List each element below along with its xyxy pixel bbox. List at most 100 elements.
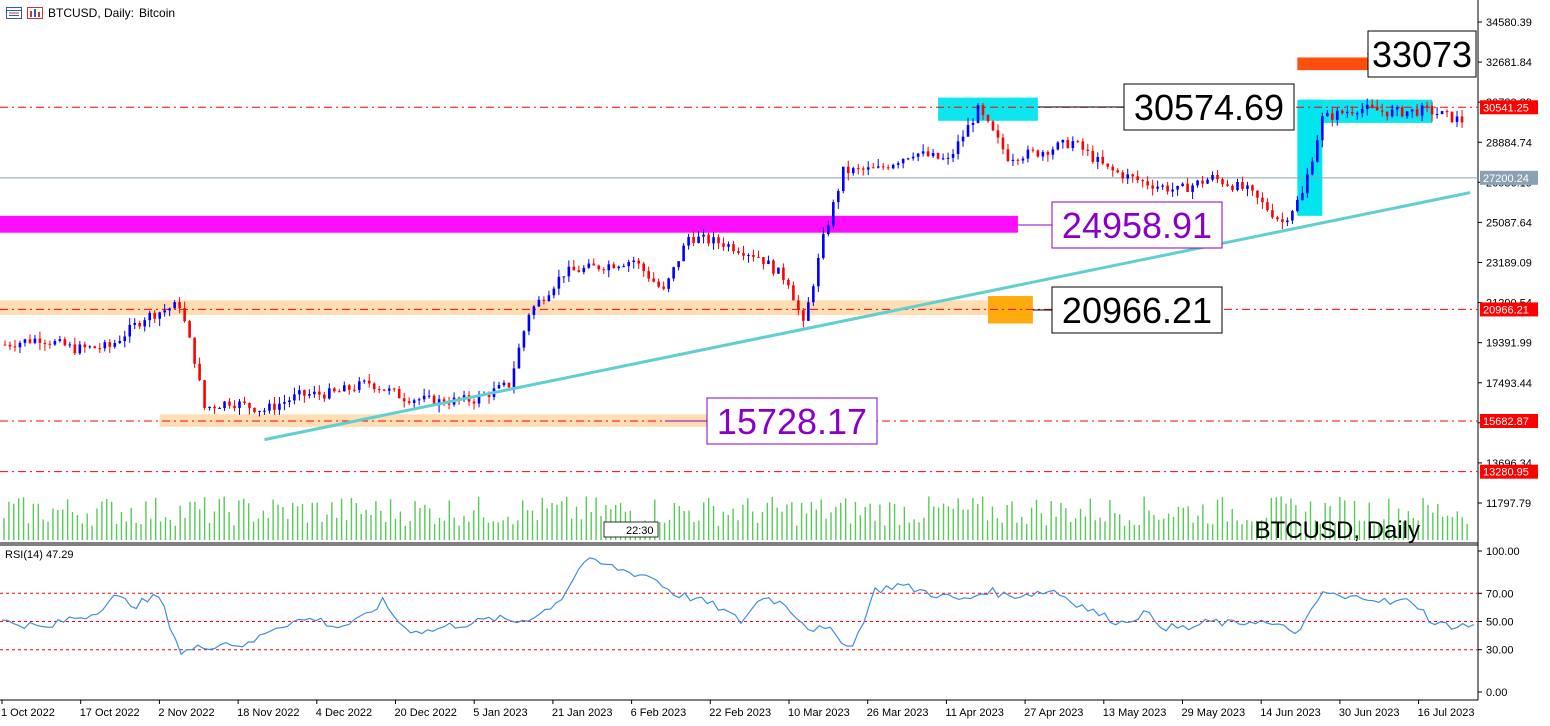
candle-body (1306, 174, 1309, 194)
trendline-layer[interactable] (264, 191, 1471, 442)
candle-body (976, 105, 980, 123)
candle-body (1146, 181, 1149, 186)
candle-body (1326, 113, 1329, 117)
price-badge-bg (1480, 464, 1538, 479)
candle-body (1181, 183, 1184, 186)
candle-body (1330, 113, 1334, 120)
candle-body (1400, 107, 1404, 117)
candle-body (138, 322, 142, 327)
candle-body (223, 401, 226, 408)
candle-body (58, 339, 62, 341)
candle-body (447, 403, 451, 405)
candle-body (1126, 174, 1130, 179)
price-badge-text: 13280.95 (1483, 467, 1529, 479)
candle-body (248, 402, 251, 408)
price-badge-text: 27200.24 (1483, 173, 1529, 185)
trendline[interactable] (264, 191, 1471, 442)
candle-body (537, 299, 541, 307)
time-tick-label: 29 May 2023 (1182, 707, 1246, 719)
candle-body (891, 164, 895, 169)
candle-body (338, 391, 341, 393)
rsi-tick-label: 50.00 (1486, 617, 1514, 629)
candle-body (1246, 185, 1249, 189)
price-badge-text: 30541.25 (1483, 102, 1529, 114)
candle-body (792, 285, 795, 301)
candle-body (632, 260, 636, 262)
candle-body (1281, 219, 1284, 223)
candle-body (1440, 111, 1444, 115)
candle-body (208, 406, 211, 409)
candle-body (113, 343, 117, 347)
candle-body (1395, 107, 1399, 110)
candle-body (502, 382, 506, 386)
candle-body (881, 166, 885, 168)
candle-body (308, 394, 311, 396)
time-tick-label: 14 Jun 2023 (1260, 707, 1321, 719)
candle-body (652, 278, 655, 282)
candle-body (1021, 158, 1025, 161)
candle-body (362, 380, 366, 382)
zones-layer (0, 57, 1433, 427)
candle-body (1256, 190, 1259, 198)
candle-body (63, 339, 67, 346)
candle-body (657, 281, 660, 287)
candle-body (233, 405, 236, 409)
candle-body (278, 403, 281, 410)
candle-body (577, 270, 581, 273)
candle-body (836, 191, 840, 203)
candle-body (672, 267, 675, 279)
callout-text-top: 33073 (1372, 34, 1472, 75)
candle-body (1410, 109, 1414, 112)
candle-body (587, 263, 591, 268)
price-tick-label: 11797.79 (1486, 498, 1531, 510)
candle-body (357, 381, 361, 390)
rsi-tick-label: 30.00 (1486, 645, 1514, 657)
candle-body (1116, 170, 1120, 173)
candle-body (1206, 179, 1209, 184)
candle-body (602, 269, 606, 271)
candle-body (1380, 110, 1384, 112)
time-tick-label: 13 May 2023 (1103, 707, 1167, 719)
rsi-tick-label: 0.00 (1486, 687, 1507, 699)
candle-body (417, 399, 421, 401)
candle-body (637, 260, 641, 264)
candle-body (1296, 199, 1299, 212)
candle-body (68, 344, 72, 346)
magenta-zone (0, 215, 1018, 233)
candle-body (333, 388, 336, 392)
candle-body (78, 344, 82, 354)
horizontal-levels-layer (0, 106, 1478, 473)
price-badge-text: 15682.87 (1483, 416, 1529, 428)
chart-icon[interactable] (27, 7, 43, 19)
candle-body (557, 276, 561, 289)
candle-body (527, 314, 531, 332)
callout-text-mid: 24958.91 (1062, 205, 1212, 246)
candle-body (532, 306, 536, 315)
candle-body (622, 266, 626, 268)
candle-body (662, 286, 665, 289)
candle-body (886, 167, 890, 169)
candle-body (367, 380, 371, 384)
time-tick-label: 21 Jan 2023 (552, 707, 613, 719)
candle-body (293, 394, 296, 401)
candle-body (318, 391, 321, 395)
time-tick-label: 22 Feb 2023 (709, 707, 771, 719)
candle-body (13, 346, 17, 348)
candle-body (702, 234, 705, 237)
candle-body (871, 167, 875, 169)
callouts-layer: 33073 30574.69 24958.91 20966.21 15728.17 (665, 30, 1477, 445)
candle-body (1415, 109, 1419, 116)
window-icon[interactable] (6, 7, 22, 19)
candle-body (1271, 210, 1274, 218)
rsi-tick-label: 100.00 (1486, 546, 1520, 558)
candle-body (198, 363, 201, 381)
candle-body (592, 263, 596, 266)
candle-body (742, 253, 745, 256)
candle-body (343, 385, 346, 392)
candle-body (1101, 156, 1105, 164)
candle-body (677, 261, 680, 268)
candle-body (203, 380, 206, 409)
candle-body (866, 167, 870, 170)
candle-body (1360, 108, 1364, 114)
